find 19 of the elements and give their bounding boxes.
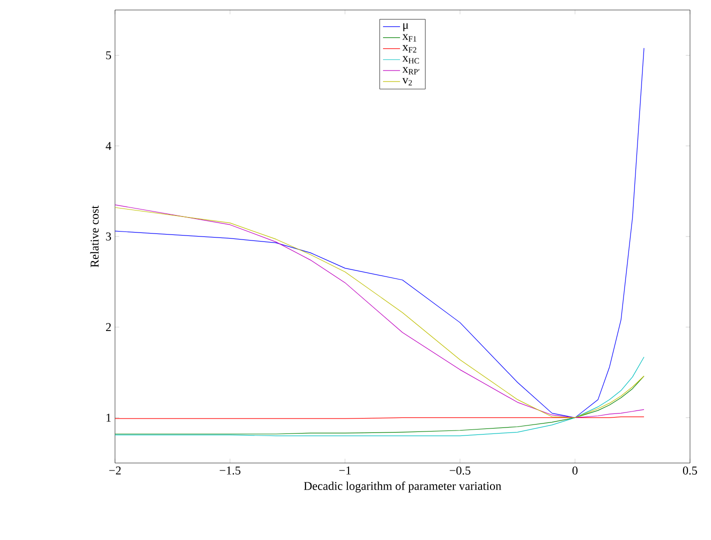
y-tick-label: 3 [106, 232, 112, 241]
y-axis-title: Relative cost [90, 206, 99, 268]
legend-label: x$_{HC}$ [402, 56, 419, 64]
legend-label: x$_{F1}$ [402, 34, 416, 42]
x-tick-label: −1.5 [220, 466, 240, 475]
x-tick-label: −0.5 [450, 466, 470, 475]
y-tick-label: 2 [106, 323, 111, 332]
x-tick-label: 0.5 [682, 466, 698, 475]
legend-label: x$_{F2}$ [402, 45, 416, 52]
legend-label: x$_{RP′}$ [402, 67, 420, 74]
legend-label: v$_{2}$ [402, 78, 412, 86]
y-tick-label: 5 [106, 51, 112, 60]
y-tick-label: 1 [106, 414, 111, 422]
x-tick-label: 0 [572, 466, 578, 475]
x-tick-label: −2 [109, 466, 121, 474]
x-axis-title: Decadic logarithm of parameter variation [304, 481, 502, 492]
y-tick-label: 4 [106, 142, 112, 150]
x-tick-label: −1 [339, 466, 351, 474]
legend-label: μ [403, 23, 408, 32]
